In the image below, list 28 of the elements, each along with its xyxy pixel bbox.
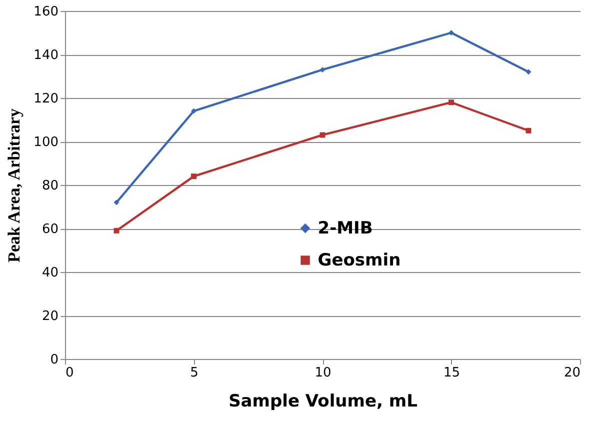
point bbox=[191, 174, 196, 180]
x-tick-label: 0 bbox=[66, 366, 74, 380]
point bbox=[448, 30, 454, 36]
point bbox=[320, 132, 326, 138]
y-tick-label: 160 bbox=[34, 4, 58, 20]
x-tick-label: 20 bbox=[564, 366, 580, 380]
y-tick-label: 100 bbox=[34, 135, 58, 150]
point bbox=[526, 69, 532, 75]
y-tick-label: 20 bbox=[42, 309, 58, 324]
point bbox=[526, 128, 532, 134]
point bbox=[320, 66, 326, 72]
y-axis-title: Peak Area, Arbitrary bbox=[4, 108, 24, 263]
y-tick-label: 140 bbox=[34, 48, 58, 63]
x-tick-label: 10 bbox=[314, 366, 332, 380]
point bbox=[448, 100, 454, 106]
point bbox=[114, 228, 120, 234]
y-tick-label: 120 bbox=[34, 92, 58, 106]
x-tick-label: 15 bbox=[443, 366, 460, 380]
legend-label: 2-MIB bbox=[318, 218, 373, 238]
point bbox=[191, 108, 196, 114]
y-tick-label: 0 bbox=[50, 352, 58, 368]
y-tick-label: 40 bbox=[42, 266, 58, 280]
x-axis-title: Sample Volume, mL bbox=[228, 392, 418, 412]
y-tick-label: 80 bbox=[42, 178, 58, 194]
point bbox=[114, 200, 120, 206]
legend-label: Geosmin bbox=[318, 250, 401, 270]
y-tick-label: 60 bbox=[42, 222, 58, 237]
x-tick-label: 5 bbox=[190, 366, 198, 380]
